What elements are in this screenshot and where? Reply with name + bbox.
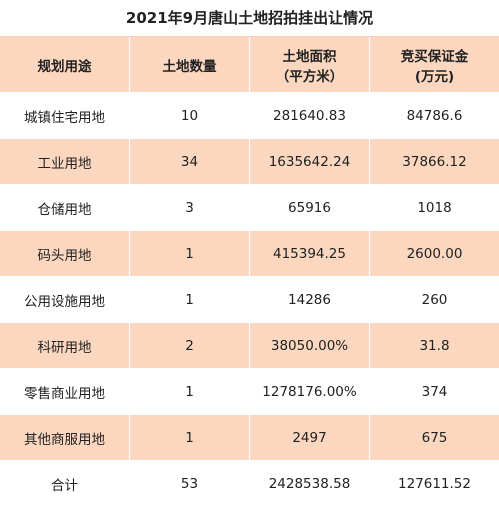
table-row: 其他商服用地 1 2497 675 [0, 415, 499, 461]
table-cell: 码头用地 [0, 231, 130, 276]
table-cell: 零售商业用地 [0, 369, 130, 414]
table-row: 科研用地 2 38050.00% 31.8 [0, 323, 499, 369]
table-cell: 31.8 [419, 337, 450, 354]
table-cell: 374 [421, 383, 448, 400]
table-row: 工业用地 34 1635642.24 37866.12 [0, 139, 499, 185]
header-cell: 土地数量 [130, 37, 250, 92]
table-row: 合计 53 2428538.58 127611.52 [0, 461, 499, 507]
table-cell: 1 [130, 415, 250, 460]
table-cell: 37866.12 [402, 153, 467, 170]
table-cell: 14286 [250, 277, 370, 322]
table-cell: 2497 [250, 415, 370, 460]
table-row: 零售商业用地 1 1278176.00% 374 [0, 369, 499, 415]
header-text: 土地数量 [162, 58, 217, 75]
table-row: 城镇住宅用地 10 281640.83 84786.6 [0, 93, 499, 139]
table-cell: 1018 [417, 199, 452, 216]
table-cell: 2600.00 [406, 245, 463, 262]
table-cell: 2428538.58 [250, 461, 370, 506]
table-title: 2021年9月唐山土地招拍挂出让情况 [0, 0, 499, 37]
table-cell: 1 [130, 231, 250, 276]
table-cell: 10 [130, 93, 250, 138]
table-cell: 415394.25 [250, 231, 370, 276]
table-cell: 65916 [250, 185, 370, 230]
header-text: 规划用途 [37, 58, 92, 75]
table-cell: 675 [421, 429, 448, 446]
table-row: 码头用地 1 415394.25 2600.00 [0, 231, 499, 277]
table-cell: 53 [130, 461, 250, 506]
table-cell: 260 [421, 291, 448, 308]
table-cell: 3 [130, 185, 250, 230]
table-row: 公用设施用地 1 14286 260 [0, 277, 499, 323]
table-cell: 合计 [0, 461, 130, 506]
table-cell: 38050.00% [250, 323, 370, 368]
header-text: 竞买保证金 [400, 48, 469, 65]
table-cell: 1 [130, 277, 250, 322]
table-cell: 公用设施用地 [0, 277, 130, 322]
table-cell: 1 [130, 369, 250, 414]
table-cell: 其他商服用地 [0, 415, 130, 460]
table-cell: 127611.52 [397, 475, 471, 492]
table-cell: 科研用地 [0, 323, 130, 368]
table-cell: 84786.6 [406, 107, 463, 124]
table-cell: 1635642.24 [250, 139, 370, 184]
header-text: 土地面积 [282, 48, 337, 65]
header-cell: 规划用途 [0, 37, 130, 92]
table-cell: 1278176.00% [250, 369, 370, 414]
header-text: (万元) [414, 68, 455, 85]
table-cell: 34 [130, 139, 250, 184]
header-cell: 土地面积 （平方米） [250, 37, 370, 92]
table-cell: 仓储用地 [0, 185, 130, 230]
table-cell: 2 [130, 323, 250, 368]
table-cell: 工业用地 [0, 139, 130, 184]
header-cell: 竞买保证金 (万元) [370, 37, 499, 92]
table-row: 仓储用地 3 65916 1018 [0, 185, 499, 231]
table-cell: 城镇住宅用地 [0, 93, 130, 138]
header-text: （平方米） [275, 68, 344, 85]
table-cell: 281640.83 [250, 93, 370, 138]
header-row: 规划用途 土地数量 土地面积 （平方米） 竞买保证金 (万元) [0, 37, 499, 93]
